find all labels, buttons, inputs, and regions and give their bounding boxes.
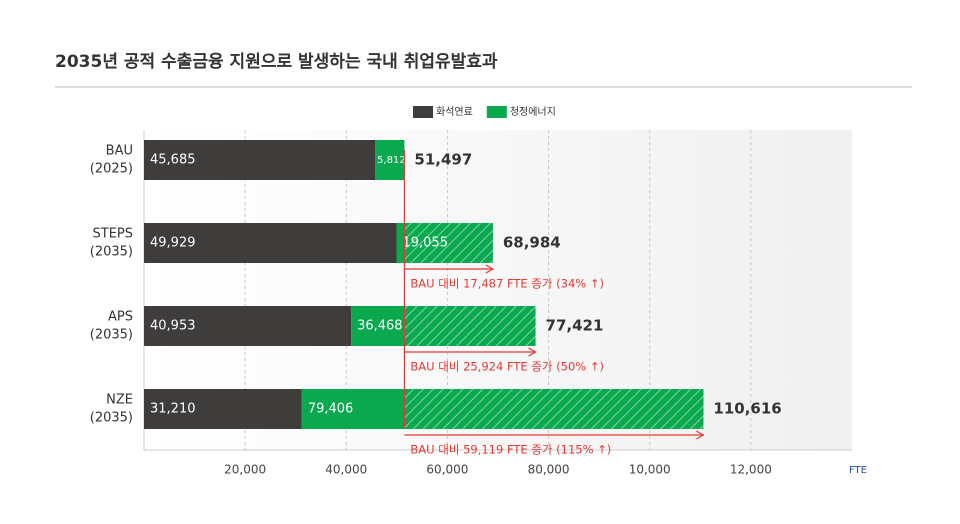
y-tick-label: BAU [106, 144, 133, 159]
x-axis-label: FTE [849, 465, 867, 476]
x-tick-label: 60,000 [426, 463, 468, 477]
y-tick-label: (2035) [90, 245, 133, 260]
bar-segment [144, 223, 397, 263]
bar-segment [144, 389, 302, 429]
y-tick-label: APS [108, 310, 133, 325]
x-tick-label: 10,000 [629, 463, 671, 477]
bar-value-label: 79,406 [308, 402, 354, 417]
hatch-overlay [404, 223, 493, 263]
legend-swatch [413, 106, 433, 118]
annotation: BAU 대비 59,119 FTE 증가 (115% ↑) [410, 443, 611, 457]
bar-segment [144, 306, 352, 346]
bar-value-label: 31,210 [150, 402, 196, 417]
total-label: 110,616 [713, 400, 781, 418]
x-tick-label: 12,000 [730, 463, 772, 477]
arrow-head [485, 264, 495, 274]
total-label: 51,497 [414, 151, 472, 169]
total-label: 68,984 [503, 234, 561, 252]
hatch-overlay [404, 389, 704, 429]
legend-label: 화석연료 [436, 106, 473, 118]
annotation: BAU 대비 25,924 FTE 증가 (50% ↑) [410, 360, 604, 374]
arrow-head [528, 347, 537, 357]
x-tick-label: 40,000 [325, 463, 367, 477]
annotation: BAU 대비 17,487 FTE 증가 (34% ↑) [410, 277, 604, 291]
chart-title: 2035년 공적 수출금융 지원으로 발생하는 국내 취업유발효과 [55, 51, 498, 72]
legend-swatch [486, 106, 507, 118]
y-tick-label: NZE [106, 393, 133, 408]
bar-segment [375, 140, 405, 180]
bar-value-label: 45,685 [150, 153, 196, 168]
y-tick-label: STEPS [93, 227, 134, 242]
bar-value-label: 19,055 [402, 236, 448, 251]
y-tick-label: (2035) [90, 328, 133, 343]
x-tick-label: 80,000 [528, 463, 570, 477]
total-label: 77,421 [546, 317, 604, 335]
y-tick-label: (2025) [90, 162, 133, 177]
hatch-overlay [404, 306, 536, 346]
bar-value-label: 5,812 [377, 155, 406, 166]
x-tick-label: 20,000 [224, 463, 266, 477]
arrow-head [696, 430, 705, 440]
bar-value-label: 36,468 [357, 319, 403, 334]
bar-value-label: 49,929 [150, 236, 196, 251]
bar-segment [144, 140, 376, 180]
y-tick-label: (2035) [90, 411, 133, 426]
legend-label: 청정에너지 [510, 106, 556, 118]
bar-value-label: 40,953 [150, 319, 196, 334]
